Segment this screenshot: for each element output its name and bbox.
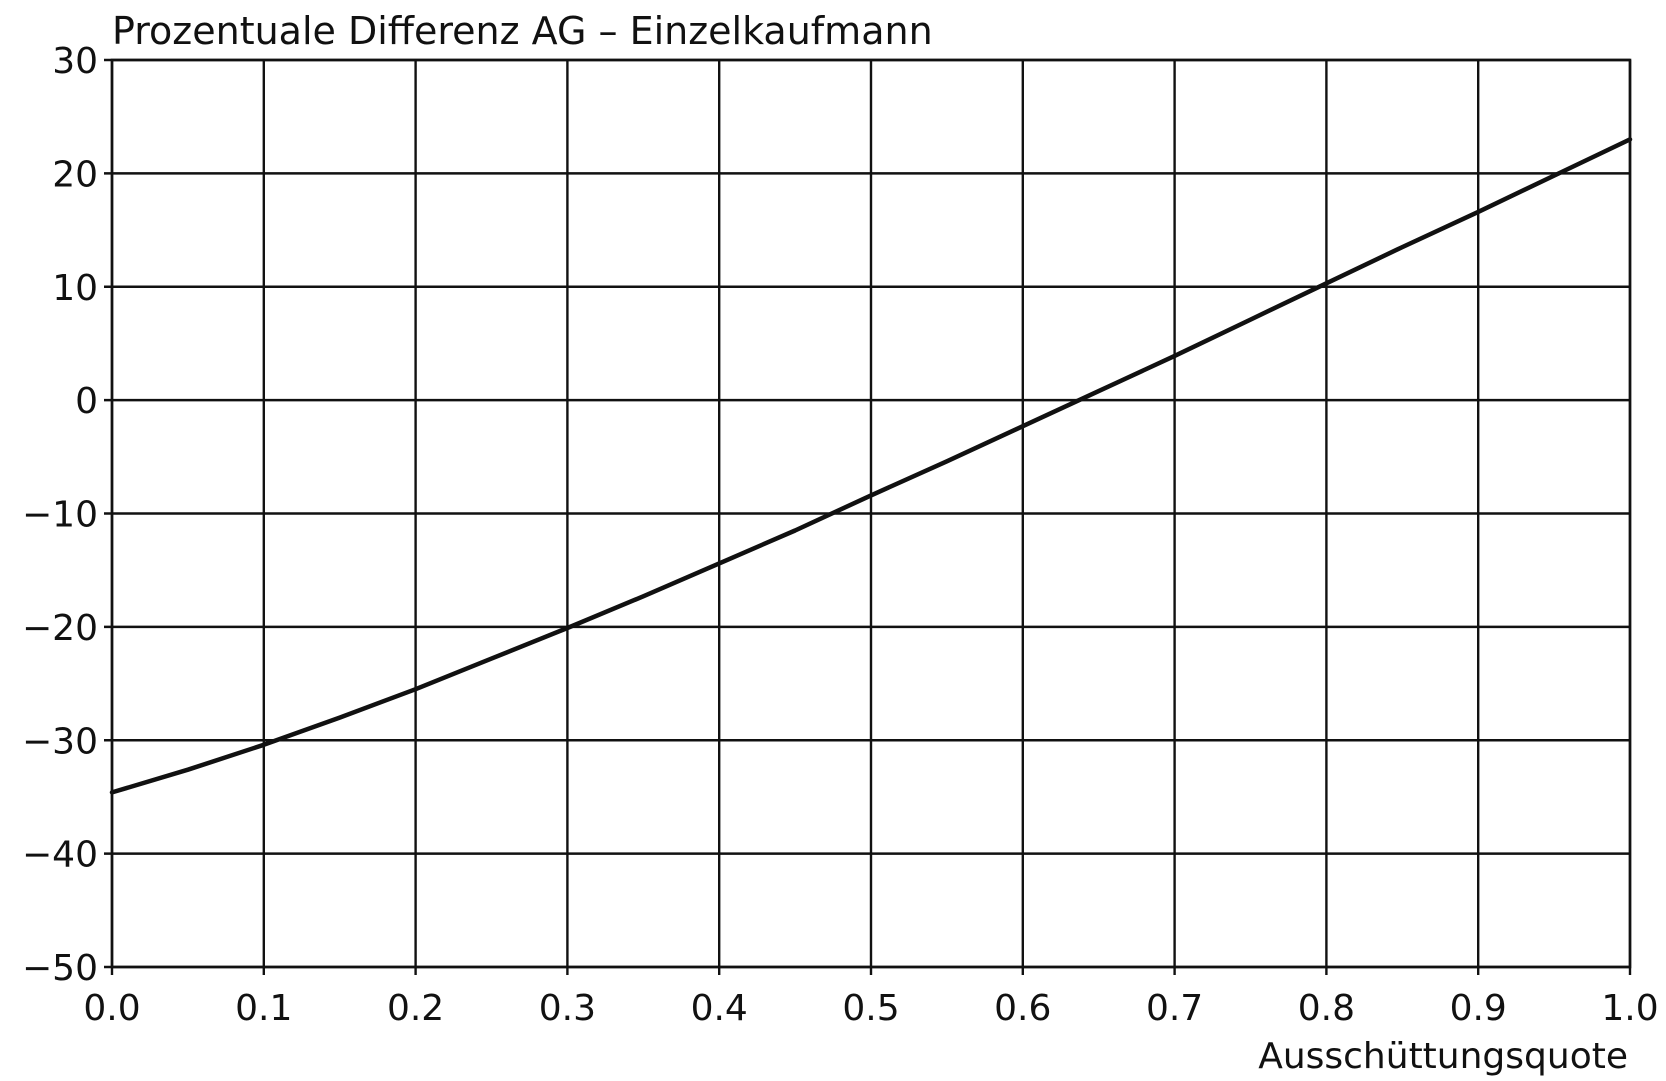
x-tick-label: 0.3: [539, 988, 596, 1029]
y-tick-label: 10: [52, 268, 98, 309]
x-tick-label: 0.2: [387, 988, 444, 1029]
y-tick-label: −20: [22, 608, 98, 649]
y-tick-label: −10: [22, 495, 98, 536]
x-tick-label: 0.6: [994, 988, 1051, 1029]
x-tick-label: 0.1: [235, 988, 292, 1029]
x-tick-label: 0.7: [1146, 988, 1203, 1029]
x-tick-label: 0.5: [842, 988, 899, 1029]
y-tick-label: −30: [22, 721, 98, 762]
y-tick-label: −40: [22, 835, 98, 876]
y-tick-label: −50: [22, 948, 98, 989]
x-tick-label: 0.0: [83, 988, 140, 1029]
y-tick-labels: 30 20 10 0 −10 −20 −30 −40 −50: [22, 41, 98, 989]
x-tick-labels: 0.0 0.1 0.2 0.3 0.4 0.5 0.6 0.7 0.8 0.9 1.0: [83, 988, 1658, 1029]
grid: [104, 58, 1632, 975]
series-line: [109, 137, 1633, 795]
x-tick-label: 0.9: [1450, 988, 1507, 1029]
y-tick-label: 20: [52, 154, 98, 195]
x-axis-label: Ausschüttungsquote: [1258, 1036, 1628, 1077]
chart-title: Prozentuale Differenz AG – Einzelkaufman…: [112, 9, 933, 53]
y-tick-label: 30: [52, 41, 98, 82]
y-tick-label: 0: [75, 381, 98, 422]
x-tick-label: 1.0: [1601, 988, 1658, 1029]
x-tick-label: 0.4: [691, 988, 748, 1029]
x-tick-label: 0.8: [1298, 988, 1355, 1029]
plot-frame: [110, 58, 1632, 969]
